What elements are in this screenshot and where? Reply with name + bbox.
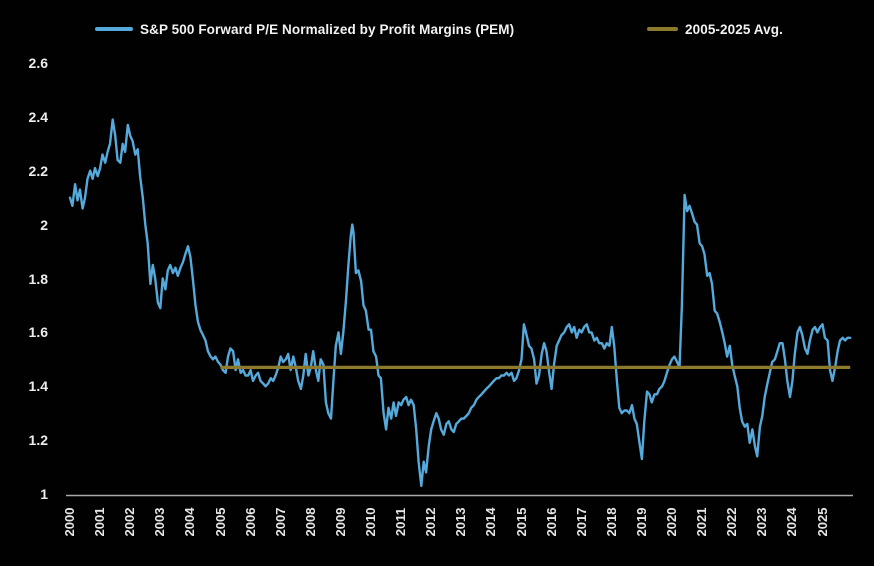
x-tick-label: 2019 xyxy=(633,507,649,537)
x-tick-label: 2011 xyxy=(393,507,409,537)
avg-legend-label: 2005-2025 Avg. xyxy=(685,21,783,37)
y-tick-label: 1 xyxy=(40,486,48,502)
pem-series-line xyxy=(68,118,852,488)
x-tick-label: 2015 xyxy=(513,507,529,537)
x-tick-label: 2004 xyxy=(182,507,198,537)
x-tick-label: 2012 xyxy=(423,507,439,537)
pem-legend-label: S&P 500 Forward P/E Normalized by Profit… xyxy=(140,21,515,37)
x-tick-label: 2016 xyxy=(543,507,559,537)
y-tick-label: 2.6 xyxy=(28,55,48,71)
pem-line-swatch-icon xyxy=(95,27,133,31)
x-tick-label: 2009 xyxy=(332,507,348,537)
x-tick-label: 2024 xyxy=(784,507,800,537)
x-tick-label: 2023 xyxy=(754,507,770,537)
x-tick-label: 2010 xyxy=(363,507,378,537)
y-tick-label: 2.2 xyxy=(28,162,48,179)
legend-item-avg: 2005-2025 Avg. xyxy=(647,20,783,38)
x-tick-label: 2017 xyxy=(573,507,589,537)
x-tick-label: 2002 xyxy=(122,507,138,537)
x-tick-label: 2001 xyxy=(92,507,108,537)
x-tick-label: 2021 xyxy=(694,507,710,537)
x-tick-label: 2000 xyxy=(62,507,77,537)
x-tick-label: 2020 xyxy=(664,507,679,537)
x-tick-label: 2007 xyxy=(272,507,288,537)
x-tick-label: 2014 xyxy=(483,507,499,537)
y-tick-label: 1.4 xyxy=(28,378,48,395)
x-tick-label: 2022 xyxy=(724,507,740,537)
x-tick-label: 2003 xyxy=(152,507,168,537)
x-tick-label: 2005 xyxy=(212,507,228,537)
x-tick-label: 2018 xyxy=(603,507,619,537)
x-tick-label: 2013 xyxy=(453,507,469,537)
y-tick-label: 2.4 xyxy=(28,108,48,125)
x-tick-label: 2006 xyxy=(242,507,258,537)
avg-line-swatch-icon xyxy=(647,27,678,31)
y-tick-label: 1.6 xyxy=(28,324,48,341)
y-tick-label: 2 xyxy=(40,216,48,233)
legend-item-pem: S&P 500 Forward P/E Normalized by Profit… xyxy=(95,20,514,38)
y-tick-label: 1.8 xyxy=(28,270,48,287)
x-tick-label: 2025 xyxy=(814,507,830,537)
x-tick-label: 2008 xyxy=(302,507,318,537)
y-tick-label: 1.2 xyxy=(28,432,48,449)
